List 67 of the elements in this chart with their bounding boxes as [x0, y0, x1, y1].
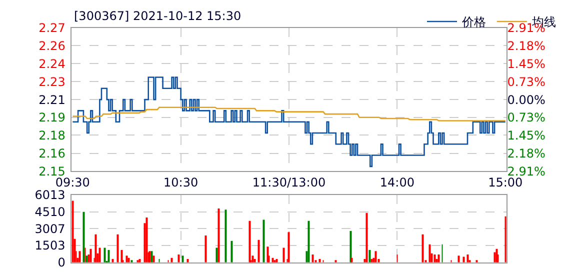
bar — [216, 248, 218, 262]
y-tick-label: 2.24 — [38, 56, 66, 71]
bar — [374, 251, 377, 262]
x-tick-label: 15:00 — [488, 176, 523, 190]
y-tick-label: 2.27 — [38, 21, 66, 36]
y2-tick-label: 2.18% — [507, 146, 546, 160]
bar — [366, 213, 368, 262]
bar — [108, 250, 110, 262]
bar — [466, 254, 469, 262]
y-tick-label: 3007 — [34, 222, 66, 236]
x-tick-label: 09:30 — [55, 176, 90, 190]
legend-label: 价格 — [461, 15, 486, 30]
y2-tick-label: 2.91% — [507, 164, 546, 178]
bar — [282, 248, 285, 262]
bar — [312, 254, 314, 262]
bar — [98, 248, 101, 262]
y2-tick-label: 1.45% — [507, 128, 546, 142]
bar — [182, 256, 184, 262]
bar — [422, 234, 424, 262]
x-tick-label: 11:30/13:00 — [252, 176, 326, 190]
bar — [248, 220, 251, 262]
bar — [178, 254, 180, 262]
bar — [458, 256, 460, 262]
y-tick-label: 2.19 — [38, 110, 66, 125]
y2-tick-label: 1.45% — [507, 57, 546, 72]
y-tick-label: 2.15 — [38, 164, 66, 178]
y-tick-label: 2.21 — [38, 92, 66, 107]
bar — [438, 254, 440, 262]
bar — [116, 234, 119, 262]
bar — [494, 252, 496, 262]
x-tick-label: 10:30 — [164, 176, 198, 190]
bar — [218, 208, 220, 262]
y-tick-label: 4510 — [34, 205, 66, 220]
bar — [204, 235, 207, 262]
x-tick-label: 14:00 — [380, 176, 414, 190]
bar — [258, 240, 260, 262]
bar — [90, 248, 92, 262]
y-tick-label: 2.23 — [38, 74, 66, 89]
bar — [368, 250, 371, 262]
bar — [230, 241, 233, 262]
chart-title: [300367] 2021-10-12 15:30 — [74, 9, 242, 23]
bar — [434, 254, 436, 262]
bar — [288, 232, 290, 262]
bar — [308, 220, 310, 262]
y2-tick-label: 0.73% — [507, 110, 546, 125]
y-tick-label: 0 — [58, 256, 66, 270]
y-tick-label: 2.16 — [38, 146, 66, 160]
y-tick-label: 2.18 — [38, 128, 66, 142]
bar — [82, 212, 85, 262]
bar — [152, 256, 155, 262]
y2-tick-label: 0.00% — [507, 92, 546, 107]
bar — [224, 210, 227, 262]
bar — [462, 256, 465, 262]
y2-tick-label: 0.73% — [507, 74, 546, 89]
bar — [504, 216, 506, 262]
y-tick-label: 6013 — [34, 188, 66, 202]
bar — [104, 248, 106, 262]
bar — [146, 218, 148, 262]
y2-tick-label: 2.18% — [507, 39, 546, 54]
bar — [78, 251, 81, 262]
line-series — [72, 106, 506, 122]
bar — [350, 230, 352, 262]
y-tick-label: 1503 — [34, 238, 66, 253]
bar — [428, 244, 431, 262]
y-tick-label: 2.26 — [38, 38, 66, 53]
bar — [94, 234, 97, 262]
bar — [262, 220, 265, 262]
